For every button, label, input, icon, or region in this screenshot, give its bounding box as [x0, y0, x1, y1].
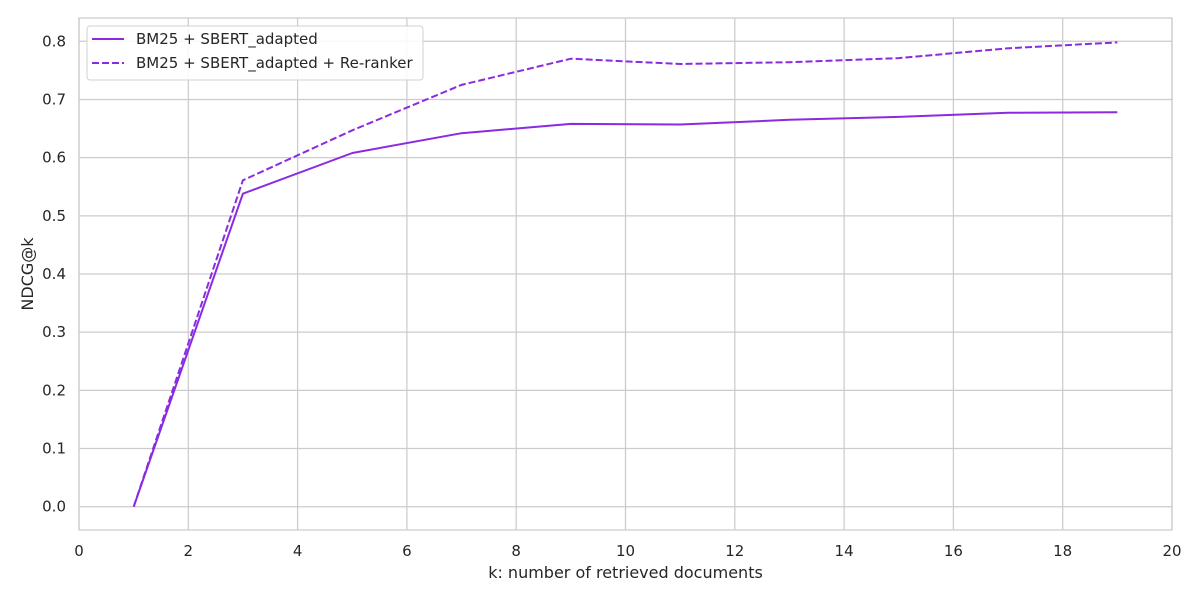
x-tick-label: 0	[74, 542, 84, 560]
series-line-2	[132, 41, 1118, 508]
legend-box	[86, 25, 424, 81]
legend-label-1: BM25 + SBERT_adapted	[136, 30, 318, 49]
y-tick-label: 0.7	[42, 90, 66, 108]
y-tick-label: 0.0	[42, 498, 66, 516]
legend: BM25 + SBERT_adapted BM25 + SBERT_adapted…	[86, 25, 424, 81]
x-tick-labels: 0 2 4 6 8 10 12 14 16 18 20	[74, 542, 1181, 560]
x-tick-label: 16	[944, 542, 963, 560]
plot-frame	[78, 17, 1173, 531]
y-tick-labels: 0.0 0.1 0.2 0.3 0.4 0.5 0.6 0.7 0.8	[42, 32, 66, 515]
x-axis-label: k: number of retrieved documents	[488, 563, 763, 582]
x-tick-label: 20	[1162, 542, 1181, 560]
y-tick-label: 0.4	[42, 265, 66, 283]
x-tick-label: 6	[402, 542, 412, 560]
x-tick-label: 10	[616, 542, 635, 560]
y-tick-label: 0.8	[42, 32, 66, 50]
y-tick-label: 0.2	[42, 381, 66, 399]
x-tick-label: 2	[184, 542, 194, 560]
x-tick-label: 4	[293, 542, 303, 560]
y-tick-label: 0.1	[42, 440, 66, 458]
series-line-1	[132, 111, 1118, 508]
x-tick-label: 18	[1053, 542, 1072, 560]
y-tick-label: 0.6	[42, 149, 66, 167]
x-tick-label: 12	[725, 542, 744, 560]
series-lines	[132, 41, 1118, 508]
grid	[78, 18, 1173, 530]
y-tick-label: 0.3	[42, 323, 66, 341]
legend-label-2: BM25 + SBERT_adapted + Re-ranker	[136, 54, 414, 73]
x-tick-label: 8	[511, 542, 521, 560]
y-axis-label: NDCG@k	[18, 237, 37, 311]
y-tick-label: 0.5	[42, 207, 66, 225]
x-tick-label: 14	[835, 542, 854, 560]
